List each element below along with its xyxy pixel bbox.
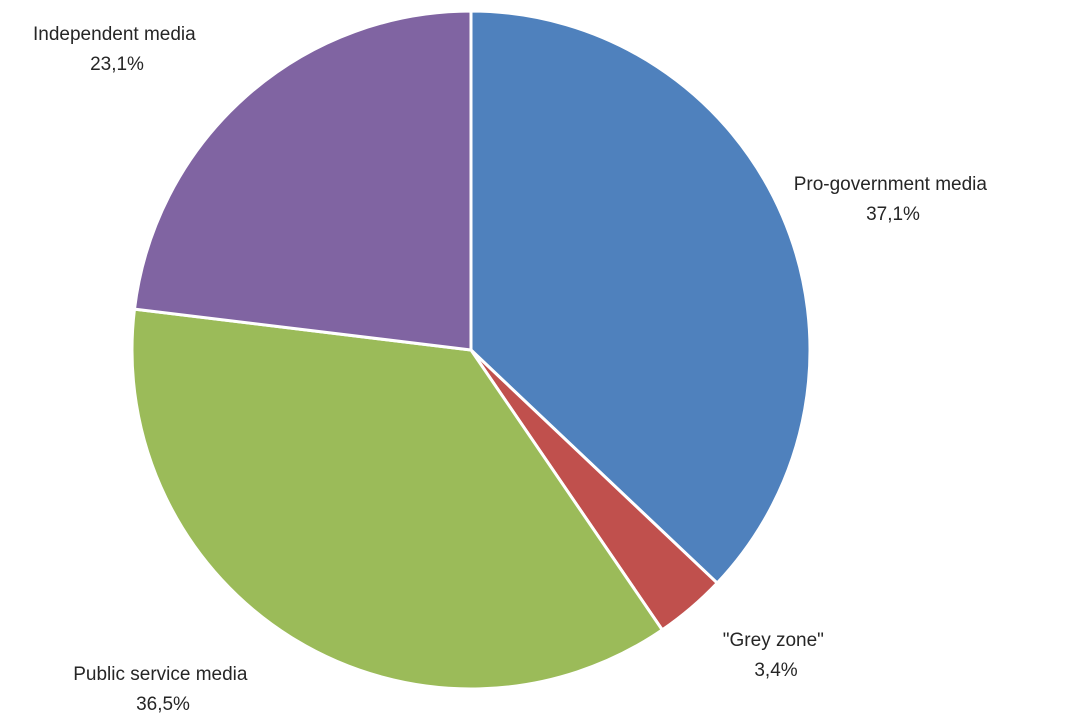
label-pro-government-media-name: Pro-government media xyxy=(794,174,988,195)
label-public-service-media-value: 36,5% xyxy=(136,694,190,715)
slice-pro-government-media xyxy=(469,9,812,585)
label-public-service-media: Public service media 36,5% xyxy=(73,664,253,715)
pie-slices xyxy=(130,9,812,691)
label-pro-government-media: Pro-government media 37,1% xyxy=(794,174,993,225)
label-public-service-media-name: Public service media xyxy=(73,664,248,685)
label-independent-media-value: 23,1% xyxy=(90,54,144,75)
slice-public-service-media xyxy=(130,307,664,691)
label-pro-government-media-value: 37,1% xyxy=(866,204,920,225)
label-grey-zone-value: 3,4% xyxy=(754,660,797,681)
label-independent-media-name: Independent media xyxy=(33,24,196,45)
label-independent-media: Independent media 23,1% xyxy=(33,24,201,75)
slice-independent-media xyxy=(132,9,473,352)
label-grey-zone-name: "Grey zone" xyxy=(723,630,824,651)
label-grey-zone: "Grey zone" 3,4% xyxy=(723,630,829,681)
slice-labels: Pro-government media 37,1% "Grey zone" 3… xyxy=(33,24,993,715)
